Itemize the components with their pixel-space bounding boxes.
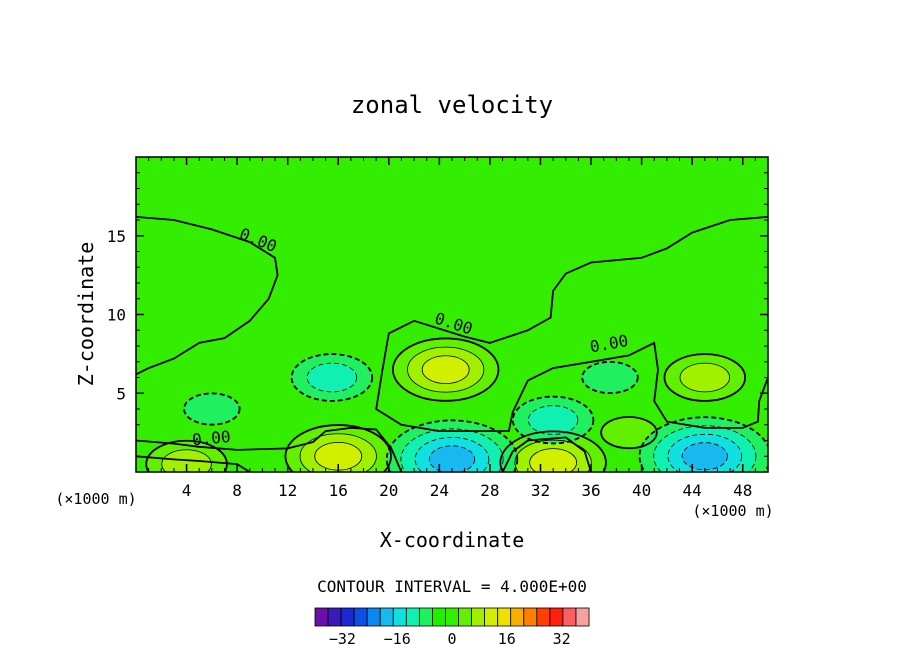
x-tick-label: 16 xyxy=(329,481,348,500)
colorbar-swatch xyxy=(405,607,420,627)
colorbar-swatch xyxy=(366,607,381,627)
zero-contour-line xyxy=(136,426,403,472)
contour-line xyxy=(306,362,358,393)
contour-line xyxy=(638,416,768,472)
y-tick-label: 10 xyxy=(107,306,126,325)
x-tick-label: 32 xyxy=(531,481,550,500)
x-tick-label: 44 xyxy=(683,481,702,500)
colorbar-swatch xyxy=(353,607,368,627)
contour-fill-max xyxy=(680,363,730,392)
colorbar-swatch xyxy=(497,607,512,627)
colorbar-swatch xyxy=(431,607,446,627)
contour-fill-max xyxy=(601,417,657,449)
zero-contour-line xyxy=(375,216,768,432)
y-axis-label: Z-coordinate xyxy=(74,242,98,387)
contour-line xyxy=(284,424,392,472)
x-tick-label: 24 xyxy=(430,481,449,500)
contour-line xyxy=(407,346,485,393)
contour-fill-min xyxy=(429,445,475,472)
colorbar xyxy=(314,607,590,627)
contour-line xyxy=(514,439,592,472)
contour-line xyxy=(653,425,757,472)
colorbar-swatch xyxy=(575,607,590,627)
zero-contour-line xyxy=(501,436,592,472)
x-tick-label: 28 xyxy=(480,481,499,500)
contour-line xyxy=(600,416,658,450)
colorbar-swatch xyxy=(562,607,577,627)
contour-fill-min xyxy=(307,363,357,392)
colorbar-swatch xyxy=(379,607,394,627)
contour-line xyxy=(290,353,374,402)
x-tick-label: 36 xyxy=(581,481,600,500)
x-tick-label: 8 xyxy=(232,481,242,500)
zero-contour-line xyxy=(136,455,251,472)
contour-fill-min xyxy=(682,442,728,470)
colorbar-tick-label: 0 xyxy=(447,630,456,648)
x-tick-label: 4 xyxy=(182,481,192,500)
contour-line xyxy=(414,437,490,472)
colorbar-swatch xyxy=(327,607,342,627)
zero-contour-line xyxy=(136,216,279,376)
contour-line xyxy=(161,449,212,472)
contour-fill-min xyxy=(528,405,578,435)
colorbar-swatch xyxy=(523,607,538,627)
colorbar-swatch xyxy=(314,607,329,627)
colorbar-swatch xyxy=(536,607,551,627)
x-tick-label: 20 xyxy=(379,481,398,500)
contour-line xyxy=(428,445,476,472)
colorbar-swatch xyxy=(458,607,472,627)
x-tick-label: 48 xyxy=(733,481,752,500)
contour-fill-max xyxy=(529,448,577,472)
contour-fill-max xyxy=(314,442,362,471)
contour-line xyxy=(667,433,743,472)
plot-area: 0.000.000.000.00 xyxy=(135,156,769,473)
x-tick-label: 40 xyxy=(632,481,651,500)
contour-line xyxy=(581,360,639,394)
contour-interval-text: CONTOUR INTERVAL = 4.000E+00 xyxy=(317,577,587,596)
colorbar-swatch xyxy=(418,607,433,627)
contour-label: 0.00 xyxy=(191,427,231,449)
contour-line xyxy=(499,430,607,472)
colorbar-tick-label: −32 xyxy=(329,630,356,648)
contour-fill-max xyxy=(422,355,470,384)
contour-fill-min xyxy=(582,361,638,394)
contour-line xyxy=(527,405,579,435)
contour-line xyxy=(511,395,595,445)
y-unit-label: (×1000 m) xyxy=(692,502,773,520)
colorbar-tick-label: −16 xyxy=(384,630,411,648)
contour-line xyxy=(299,433,377,472)
chart-title: zonal velocity xyxy=(351,91,553,119)
contour-line xyxy=(529,448,578,472)
contour-line xyxy=(183,392,241,426)
contour-line xyxy=(400,428,504,472)
colorbar-swatch xyxy=(340,607,355,627)
colorbar-swatch xyxy=(471,607,486,627)
colorbar-swatch xyxy=(484,607,499,627)
colorbar-swatch xyxy=(445,607,459,627)
contour-fill-min xyxy=(184,393,240,425)
contour-line xyxy=(663,353,746,402)
x-unit-label: (×1000 m) xyxy=(55,490,136,508)
contour-line xyxy=(385,419,519,472)
colorbar-swatch xyxy=(510,607,525,627)
contour-line xyxy=(391,337,500,402)
y-tick-label: 15 xyxy=(107,227,126,246)
x-axis-label: X-coordinate xyxy=(380,528,525,552)
contour-line xyxy=(679,362,730,393)
x-tick-label: 12 xyxy=(278,481,297,500)
colorbar-swatch xyxy=(392,607,407,627)
colorbar-tick-label: 16 xyxy=(498,630,516,648)
colorbar-swatch xyxy=(549,607,564,627)
y-tick-label: 5 xyxy=(116,384,126,403)
colorbar-tick-label: 32 xyxy=(553,630,571,648)
contour-line xyxy=(421,355,470,384)
